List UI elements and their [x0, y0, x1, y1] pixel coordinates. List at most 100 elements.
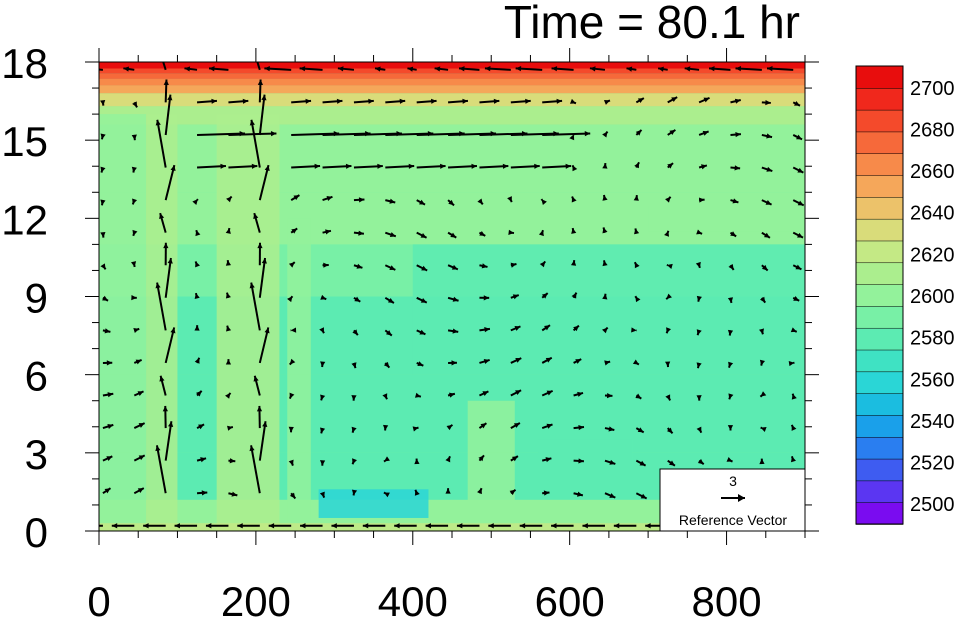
- wind-vector: [666, 427, 674, 434]
- wind-vector: [571, 164, 578, 172]
- wind-vector: [258, 421, 268, 461]
- wind-vector: [727, 425, 734, 431]
- field-patch: [287, 218, 311, 531]
- wind-vector: [791, 393, 797, 400]
- wind-vector: [288, 426, 294, 433]
- wind-vector: [665, 293, 672, 300]
- wind-vector: [320, 361, 326, 368]
- wind-vector: [258, 327, 270, 364]
- wind-vector: [604, 360, 611, 366]
- wind-vector: [384, 329, 393, 337]
- wind-vector: [228, 491, 238, 497]
- wind-vector: [155, 119, 167, 168]
- wind-vector: [792, 100, 801, 107]
- colorbar-swatch: [855, 392, 904, 416]
- colorbar-label: 2580: [910, 328, 955, 350]
- wind-vector: [447, 199, 455, 207]
- wind-vector: [102, 423, 114, 430]
- wind-vector: [730, 98, 741, 104]
- field-patch: [318, 489, 429, 518]
- wind-vector: [510, 294, 520, 300]
- wind-vector: [291, 98, 312, 104]
- wind-vector: [133, 327, 140, 333]
- wind-vector: [434, 66, 449, 72]
- field-band: [99, 93, 805, 107]
- wind-vector: [102, 392, 114, 398]
- wind-vector: [510, 262, 517, 268]
- wind-vector: [155, 445, 167, 494]
- wind-vector: [194, 292, 200, 299]
- wind-vector: [604, 459, 616, 465]
- wind-vector: [164, 327, 176, 364]
- wind-vector: [792, 134, 803, 141]
- wind-vector: [445, 455, 451, 463]
- wind-vector: [571, 227, 577, 234]
- wind-vector: [208, 66, 229, 72]
- wind-vector: [766, 66, 794, 72]
- wind-vector: [538, 229, 544, 237]
- wind-vector: [289, 358, 296, 366]
- colorbar-swatch: [855, 414, 904, 438]
- wind-vector: [385, 198, 396, 204]
- wind-vector: [249, 282, 261, 331]
- wind-vector: [228, 458, 236, 464]
- field-band: [99, 85, 805, 94]
- wind-vector: [225, 292, 231, 299]
- wind-vector: [602, 162, 608, 169]
- x-tick-label: 200: [221, 578, 291, 618]
- colorbar-swatch: [855, 240, 904, 264]
- reference-vector-box: 3 Reference Vector: [659, 468, 806, 532]
- wind-vector: [684, 66, 700, 72]
- wind-vector: [184, 66, 198, 72]
- wind-vector: [792, 264, 802, 271]
- wind-vector: [727, 329, 734, 336]
- wind-vector: [319, 460, 326, 466]
- wind-vector: [253, 212, 261, 233]
- wind-vector: [268, 523, 292, 529]
- wind-vector: [99, 68, 104, 71]
- wind-vector: [698, 164, 708, 170]
- wind-vector: [788, 360, 795, 367]
- wind-vector: [351, 395, 357, 401]
- wind-vector: [159, 212, 167, 233]
- wind-vector: [331, 523, 354, 529]
- colorbar-label: 2520: [910, 453, 955, 475]
- colorbar-swatch: [855, 371, 904, 394]
- wind-vector: [542, 490, 550, 496]
- colorbar-label: 2500: [910, 494, 955, 516]
- wind-vector: [123, 66, 135, 72]
- wind-vector: [541, 389, 554, 397]
- wind-vector: [320, 427, 326, 434]
- wind-vector: [573, 391, 584, 397]
- wind-vector: [569, 98, 577, 105]
- wind-vector: [758, 328, 765, 335]
- colorbar-label: 2600: [910, 286, 955, 308]
- wind-vector: [416, 199, 426, 206]
- wind-vector: [155, 282, 167, 331]
- wind-vector: [383, 424, 389, 431]
- wind-vector: [696, 329, 702, 336]
- wind-vector: [551, 66, 574, 72]
- wind-vector: [414, 489, 420, 496]
- wind-vector: [634, 295, 641, 303]
- wind-vector: [194, 325, 200, 331]
- x-tick-label: 400: [378, 578, 448, 618]
- wind-vector: [539, 260, 546, 268]
- wind-vector: [761, 166, 773, 172]
- wind-vector: [130, 261, 137, 268]
- wind-vector: [604, 426, 615, 432]
- wind-vector: [288, 459, 294, 466]
- wind-vector: [792, 296, 800, 302]
- wind-vector: [257, 79, 264, 103]
- wind-vector: [447, 328, 459, 334]
- wind-vector: [730, 165, 741, 171]
- x-tick-label: 800: [692, 578, 762, 618]
- wind-vector: [353, 98, 374, 104]
- wind-vector: [664, 230, 670, 237]
- wind-vector: [226, 195, 233, 203]
- wind-vector: [194, 357, 201, 364]
- wind-vector: [603, 99, 611, 105]
- wind-vector: [602, 326, 609, 334]
- wind-vector: [414, 392, 422, 398]
